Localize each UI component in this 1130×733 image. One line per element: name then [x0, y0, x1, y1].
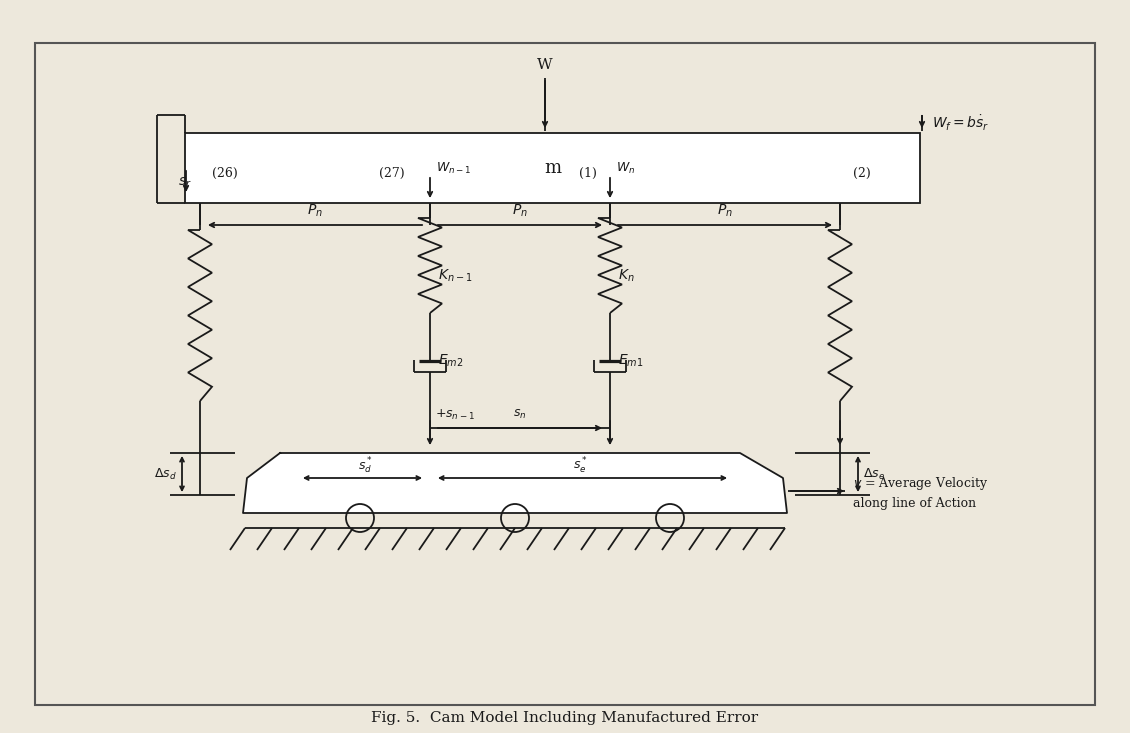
Text: $K_{n-1}$: $K_{n-1}$ — [438, 268, 472, 284]
Text: (1): (1) — [579, 166, 597, 180]
Text: $s^*_e$: $s^*_e$ — [573, 456, 588, 476]
Text: $E_{m1}$: $E_{m1}$ — [618, 353, 643, 369]
Text: (26): (26) — [212, 166, 238, 180]
Text: $W_{n-1}$: $W_{n-1}$ — [436, 161, 471, 175]
Text: $W_n$: $W_n$ — [616, 161, 635, 175]
Polygon shape — [243, 453, 786, 513]
Text: $E_{m2}$: $E_{m2}$ — [438, 353, 463, 369]
Text: $P_n$: $P_n$ — [718, 203, 733, 219]
Text: along line of Action: along line of Action — [853, 496, 976, 509]
Text: $\Delta s_e$: $\Delta s_e$ — [863, 466, 885, 482]
Text: $P_n$: $P_n$ — [307, 203, 323, 219]
Text: $\Delta s_d$: $\Delta s_d$ — [155, 466, 177, 482]
Text: Fig. 5.  Cam Model Including Manufactured Error: Fig. 5. Cam Model Including Manufactured… — [372, 711, 758, 725]
Text: $W_f = b\dot{s}_r$: $W_f = b\dot{s}_r$ — [932, 114, 989, 133]
Text: $P_n$: $P_n$ — [512, 203, 528, 219]
Bar — [185, 133, 920, 203]
Text: (2): (2) — [853, 166, 871, 180]
Text: (27): (27) — [380, 166, 405, 180]
Text: W: W — [537, 58, 553, 72]
Text: $K_n$: $K_n$ — [618, 268, 635, 284]
Text: $s_r$: $s_r$ — [179, 176, 192, 190]
Text: $s_n$: $s_n$ — [513, 408, 527, 421]
Text: $v$ = Average Velocity: $v$ = Average Velocity — [853, 474, 988, 492]
Text: $s^*_d$: $s^*_d$ — [357, 456, 373, 476]
Text: m: m — [544, 159, 562, 177]
Text: $+s_{n-1}$: $+s_{n-1}$ — [435, 408, 475, 422]
